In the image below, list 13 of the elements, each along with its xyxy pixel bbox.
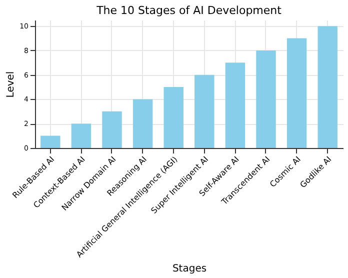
bar (256, 50, 276, 148)
chart-title: The 10 Stages of AI Development (96, 4, 282, 17)
bar (40, 136, 60, 148)
bar (318, 26, 338, 148)
x-axis-title: Stages (172, 263, 207, 274)
bar (286, 38, 307, 148)
bar (71, 124, 92, 148)
bar (194, 74, 214, 148)
bar (164, 87, 184, 148)
bar (132, 99, 153, 148)
y-axis-title: Level (6, 71, 17, 98)
bar (225, 62, 246, 148)
bar (102, 111, 122, 148)
